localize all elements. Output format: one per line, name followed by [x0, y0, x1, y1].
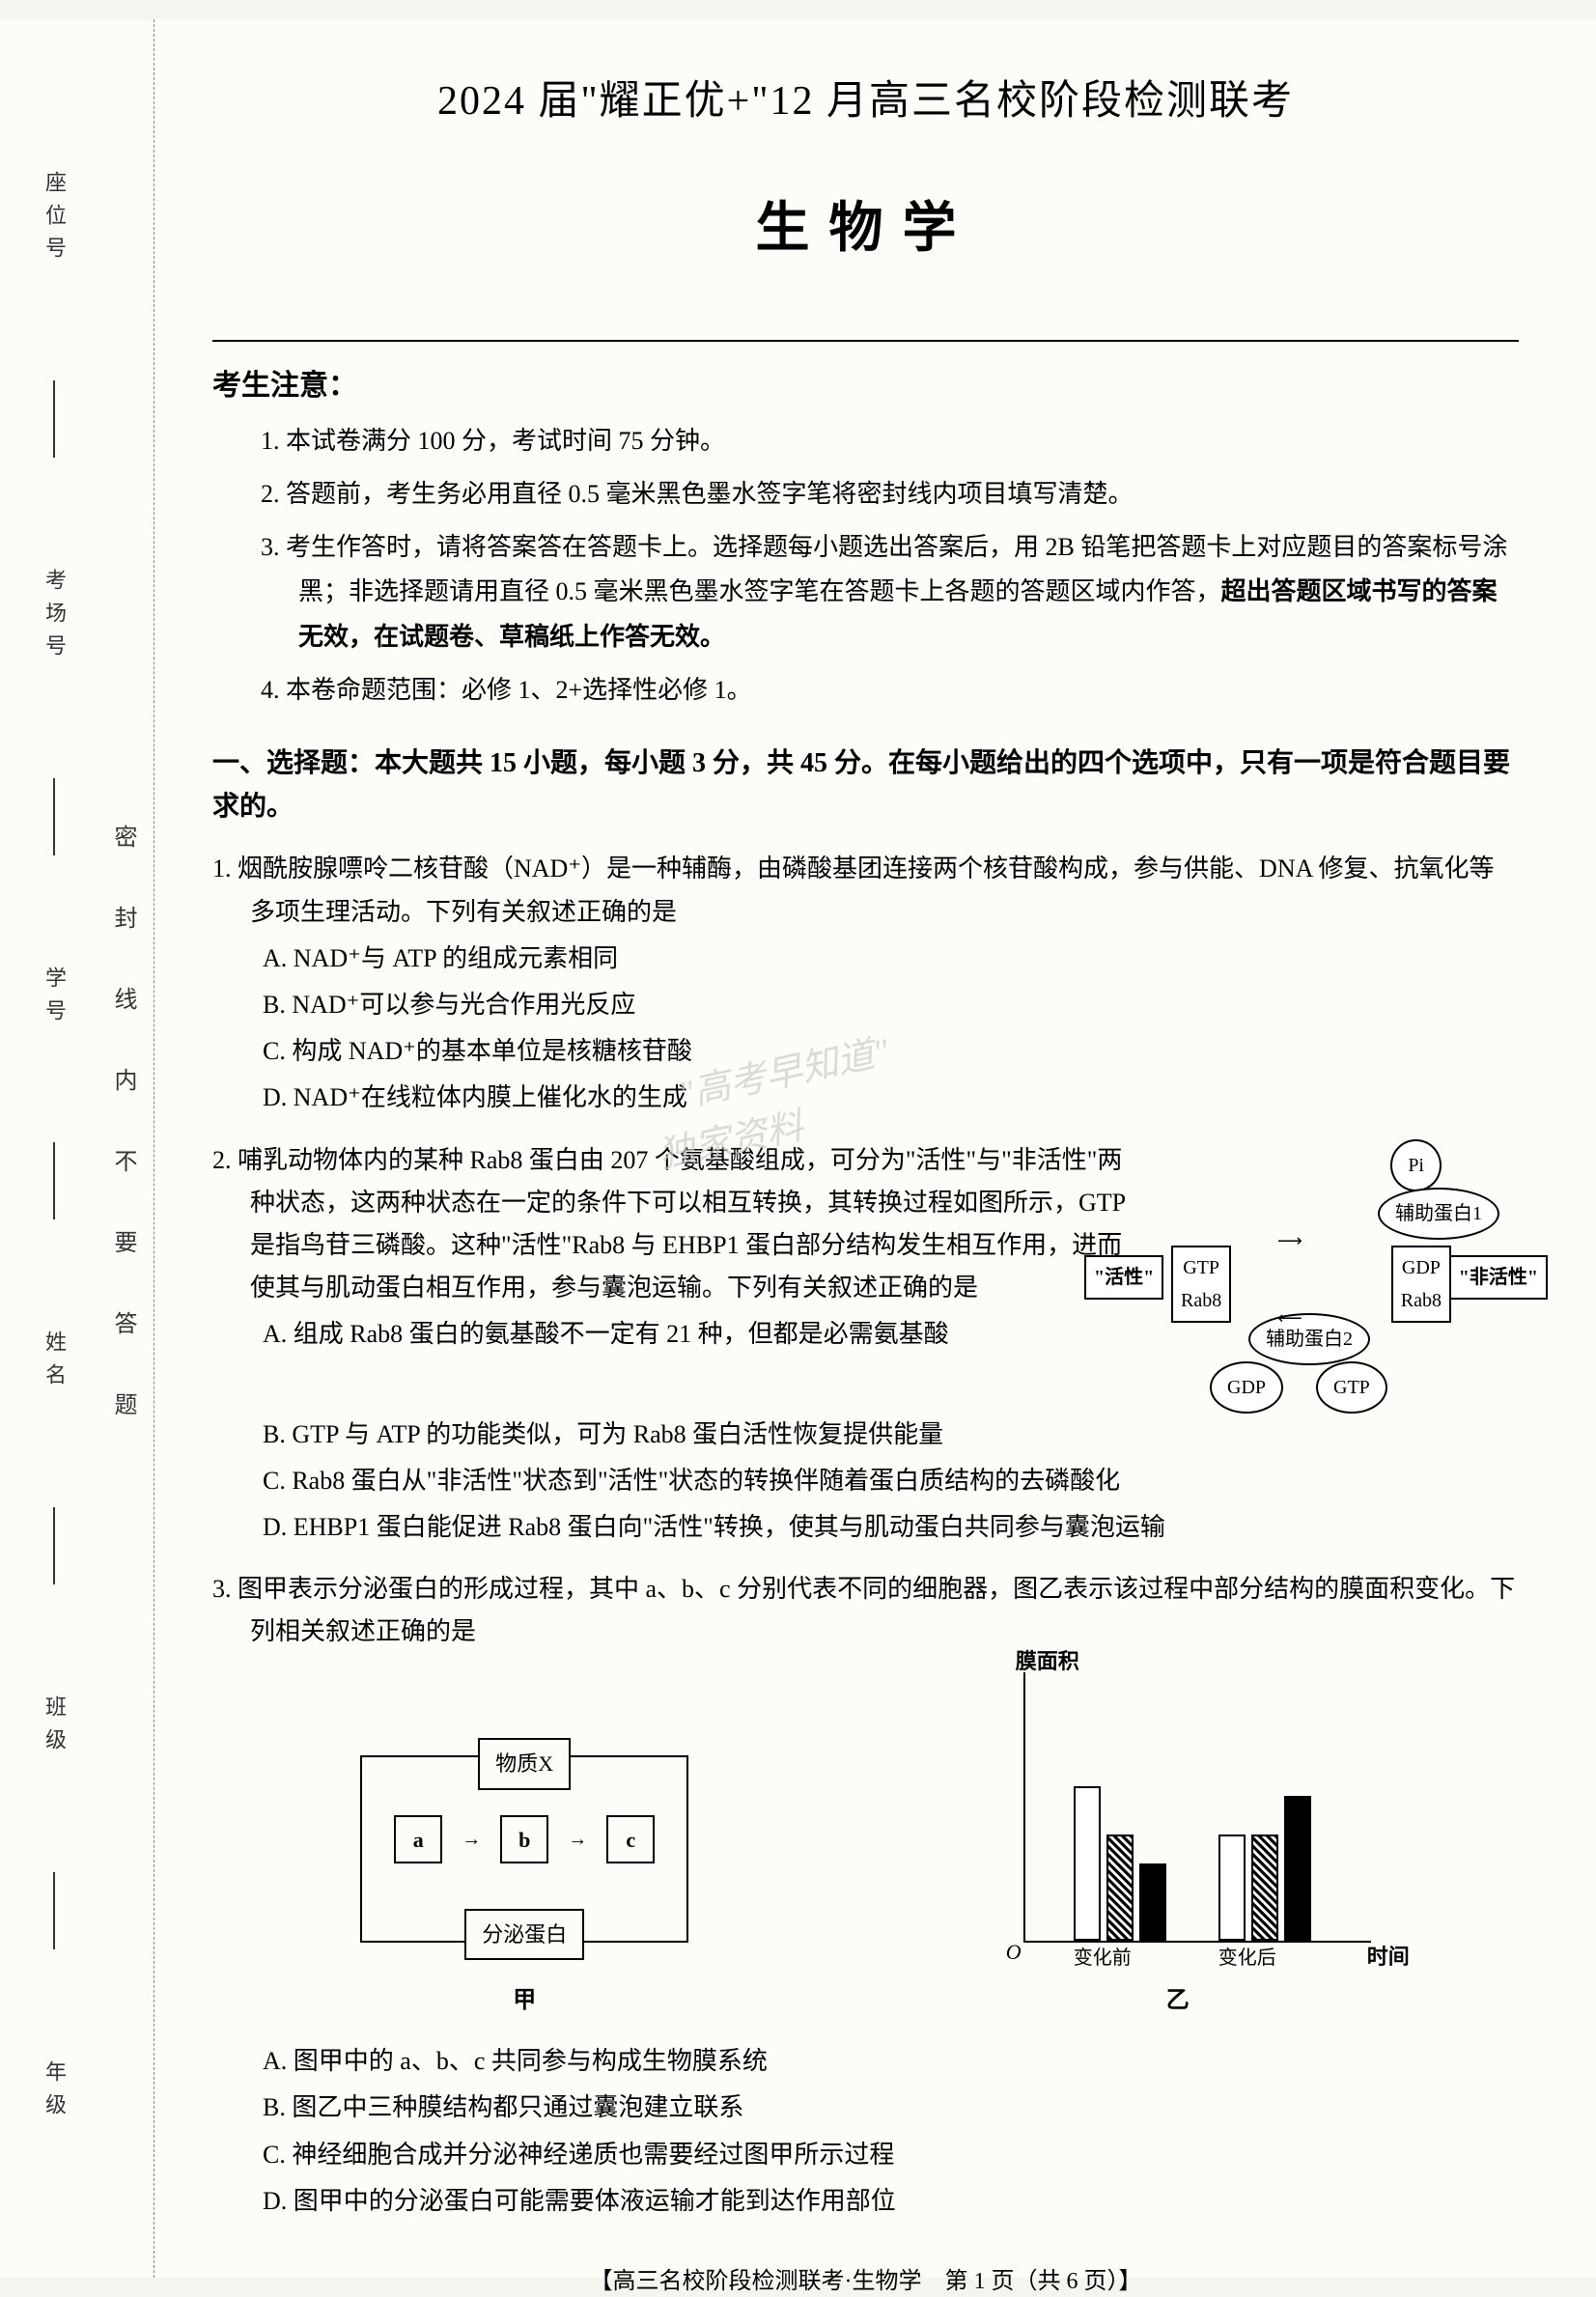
yi-label: 乙	[985, 1981, 1371, 2021]
notice-header: 考生注意：	[212, 361, 1519, 404]
bar	[1251, 1835, 1278, 1941]
arrow-icon: →	[568, 1823, 587, 1856]
aux2-node: 辅助蛋白2	[1248, 1313, 1370, 1365]
q3-options: A. 图甲中的 a、b、c 共同参与构成生物膜系统 B. 图乙中三种膜结构都只通…	[263, 2040, 1519, 2223]
jia-bottom-label: 分泌蛋白	[464, 1909, 584, 1960]
origin-label: O	[1006, 1934, 1022, 1970]
x-tick-2: 变化后	[1218, 1942, 1276, 1975]
diagram-yi: 膜面积 O 时间 变化前	[985, 1672, 1371, 2021]
line	[53, 1872, 55, 1949]
q3-option-b: B. 图乙中三种膜结构都只通过囊泡建立联系	[263, 2087, 1519, 2129]
notice-item: 4. 本卷命题范围：必修 1、2+选择性必修 1。	[261, 668, 1519, 714]
jia-label: 甲	[360, 1981, 688, 2021]
y-axis-label: 膜面积	[1016, 1643, 1079, 1679]
q2-option-c: C. Rab8 蛋白从"非活性"状态到"活性"状态的转换伴随着蛋白质结构的去磷酸…	[263, 1460, 1519, 1502]
question-1: 1. 烟酰胺腺嘌呤二核苷酸（NAD⁺）是一种辅酶，由磷酸基团连接两个核苷酸构成，…	[212, 848, 1519, 1119]
line	[53, 778, 55, 855]
arrow-icon: ⟶	[1277, 1226, 1302, 1256]
bar	[1074, 1786, 1101, 1941]
q3-stem: 3. 图甲表示分泌蛋白的形成过程，其中 a、b、c 分别代表不同的细胞器，图乙表…	[212, 1568, 1519, 1653]
q1-option-d: D. NAD⁺在线粒体内膜上催化水的生成	[263, 1077, 1519, 1119]
label-name: 姓名	[39, 1331, 70, 1396]
label-grade: 年级	[39, 2060, 70, 2126]
q2-options-rest: B. GTP 与 ATP 的功能类似，可为 Rab8 蛋白活性恢复提供能量 C.…	[263, 1414, 1519, 1550]
binding-margin: 座位号 考场号 学号 姓名 班级 年级 密封线内不要答题	[0, 19, 154, 2278]
q2-diagram: Pi 辅助蛋白1 GTP Rab8 GDP Rab8 "活性" "非活性" 辅助…	[1152, 1139, 1519, 1410]
q2-stem: 2. 哺乳动物体内的某种 Rab8 蛋白由 207 个氨基酸组成，可分为"活性"…	[212, 1139, 1133, 1310]
question-3: 3. 图甲表示分泌蛋白的形成过程，其中 a、b、c 分别代表不同的细胞器，图乙表…	[212, 1568, 1519, 2223]
q3-option-c: C. 神经细胞合成并分泌神经递质也需要经过图甲所示过程	[263, 2134, 1519, 2176]
pi-node: Pi	[1390, 1139, 1442, 1191]
seal-text: 密封线内不要答题	[106, 825, 140, 1473]
gdp-node: GDP	[1210, 1361, 1283, 1414]
bar	[1284, 1796, 1311, 1941]
arrow-icon: ⟵	[1277, 1303, 1302, 1333]
subject-title: 生物学	[212, 184, 1519, 263]
q3-option-d: D. 图甲中的分泌蛋白可能需要体液运输才能到达作用部位	[263, 2180, 1519, 2223]
q1-stem: 1. 烟酰胺腺嘌呤二核苷酸（NAD⁺）是一种辅酶，由磷酸基团连接两个核苷酸构成，…	[212, 848, 1519, 933]
label-room: 考场号	[39, 569, 70, 667]
q3-diagrams: 物质X a → b → c 分泌蛋白 甲 膜面积	[212, 1672, 1519, 2021]
q2-option-b: B. GTP 与 ATP 的功能类似，可为 Rab8 蛋白活性恢复提供能量	[263, 1414, 1519, 1456]
box-b: b	[500, 1815, 548, 1863]
label-class: 班级	[39, 1695, 70, 1761]
q1-option-c: C. 构成 NAD⁺的基本单位是核糖核苷酸	[263, 1030, 1519, 1073]
notice-item: 2. 答题前，考生务必用直径 0.5 毫米黑色墨水签字笔将密封线内项目填写清楚。	[261, 472, 1519, 518]
label-seat: 座位号	[39, 171, 70, 269]
exam-page: 座位号 考场号 学号 姓名 班级 年级 密封线内不要答题 2024 届"耀正优+…	[0, 19, 1596, 2278]
question-2: 2. 哺乳动物体内的某种 Rab8 蛋白由 207 个氨基酸组成，可分为"活性"…	[212, 1139, 1519, 1550]
active-label: "活性"	[1084, 1255, 1163, 1300]
bar	[1218, 1835, 1246, 1941]
gtp-rab8-left: GTP Rab8	[1171, 1246, 1231, 1323]
q2-options: A. 组成 Rab8 蛋白的氨基酸不一定有 21 种，但都是必需氨基酸	[263, 1313, 1133, 1356]
line	[53, 1507, 55, 1584]
page-footer: 【高三名校阶段检测联考·生物学 第 1 页（共 6 页）】	[212, 2261, 1519, 2295]
divider	[212, 340, 1519, 342]
gtp-node: GTP	[1316, 1361, 1387, 1414]
bars-before	[1074, 1786, 1166, 1941]
q1-option-a: A. NAD⁺与 ATP 的组成元素相同	[263, 938, 1519, 980]
arrow-icon: →	[462, 1823, 481, 1856]
section-header: 一、选择题：本大题共 15 小题，每小题 3 分，共 45 分。在每小题给出的四…	[212, 742, 1519, 829]
content-area: 2024 届"耀正优+"12 月高三名校阶段检测联考 生物学 考生注意： 1. …	[154, 19, 1596, 2278]
q2-option-a: A. 组成 Rab8 蛋白的氨基酸不一定有 21 种，但都是必需氨基酸	[263, 1313, 1133, 1356]
rab8-label: Rab8	[1181, 1290, 1221, 1311]
bar-chart: 膜面积 O 时间 变化前	[1023, 1672, 1371, 1943]
gdp-rab8-right: GDP Rab8	[1391, 1246, 1451, 1323]
notice-item: 1. 本试卷满分 100 分，考试时间 75 分钟。	[261, 419, 1519, 464]
q1-options: A. NAD⁺与 ATP 的组成元素相同 B. NAD⁺可以参与光合作用光反应 …	[263, 938, 1519, 1120]
x-tick-1: 变化前	[1074, 1942, 1132, 1975]
notice-list: 1. 本试卷满分 100 分，考试时间 75 分钟。 2. 答题前，考生务必用直…	[261, 419, 1519, 714]
box-c: c	[606, 1815, 655, 1863]
label-id: 学号	[39, 966, 70, 1032]
diagram-jia: 物质X a → b → c 分泌蛋白 甲	[360, 1755, 688, 2021]
box-a: a	[394, 1815, 442, 1863]
jia-top-label: 物质X	[478, 1738, 571, 1789]
seal-line: 密封线内不要答题	[106, 19, 140, 2278]
aux1-node: 辅助蛋白1	[1378, 1188, 1499, 1240]
x-axis-label: 时间	[1367, 1939, 1410, 1975]
gtp-label: GTP	[1183, 1257, 1219, 1278]
notice-item: 3. 考生作答时，请将答案答在答题卡上。选择题每小题选出答案后，用 2B 铅笔把…	[261, 525, 1519, 660]
bars-after	[1218, 1796, 1311, 1941]
vertical-labels: 座位号 考场号 学号 姓名 班级 年级	[39, 19, 70, 2278]
bar	[1139, 1863, 1166, 1941]
inactive-label: "非活性"	[1449, 1255, 1548, 1300]
bar	[1106, 1835, 1134, 1941]
q1-option-b: B. NAD⁺可以参与光合作用光反应	[263, 984, 1519, 1026]
q3-option-a: A. 图甲中的 a、b、c 共同参与构成生物膜系统	[263, 2040, 1519, 2083]
rab8-label: Rab8	[1401, 1290, 1442, 1311]
q2-option-d: D. EHBP1 蛋白能促进 Rab8 蛋白向"活性"转换，使其与肌动蛋白共同参…	[263, 1506, 1519, 1549]
gdp-label: GDP	[1402, 1257, 1441, 1278]
line	[53, 1142, 55, 1219]
main-title: 2024 届"耀正优+"12 月高三名校阶段检测联考	[212, 68, 1519, 126]
line	[53, 380, 55, 458]
